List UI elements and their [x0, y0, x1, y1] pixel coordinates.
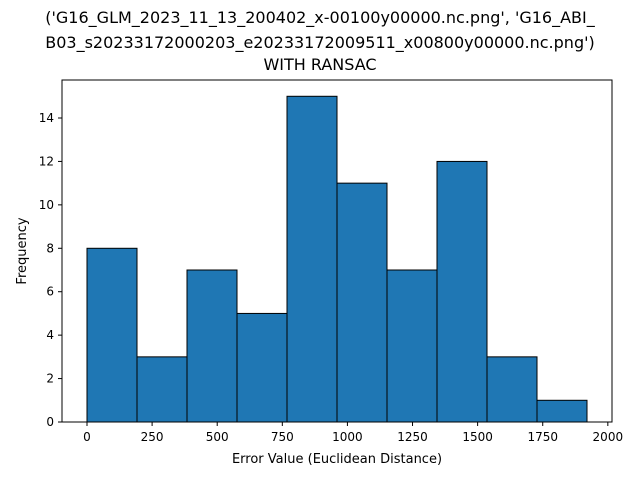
y-tick-label: 6 — [46, 285, 54, 299]
histogram-bar — [136, 356, 188, 423]
histogram-bar — [186, 269, 238, 423]
x-tick-label: 1500 — [462, 430, 493, 444]
y-tick-label: 10 — [39, 198, 54, 212]
histogram-bar — [436, 160, 488, 423]
y-axis-label: Frequency — [15, 217, 30, 284]
x-tick-label: 1000 — [332, 430, 363, 444]
bars-group — [86, 95, 588, 423]
x-tick-label: 1750 — [527, 430, 558, 444]
y-axis-ticks: 0 2 4 6 8 10 12 14 — [39, 111, 62, 429]
x-tick-label: 2000 — [593, 430, 624, 444]
y-tick-label: 0 — [46, 415, 54, 429]
x-axis-ticks: 0 250 500 750 1000 1250 1500 1750 2000 — [83, 422, 623, 444]
y-tick-label: 2 — [46, 372, 54, 386]
x-tick-label: 500 — [206, 430, 229, 444]
histogram-bar — [536, 399, 588, 423]
y-tick-label: 8 — [46, 241, 54, 255]
histogram-bar — [236, 312, 288, 423]
x-axis-label: Error Value (Euclidean Distance) — [232, 452, 442, 467]
x-tick-label: 250 — [141, 430, 164, 444]
x-tick-label: 1250 — [397, 430, 428, 444]
y-tick-label: 12 — [39, 154, 54, 168]
chart-title-line-3: WITH RANSAC — [263, 55, 377, 74]
y-tick-label: 14 — [39, 111, 54, 125]
chart-title-line-1: ('G16_GLM_2023_11_13_200402_x-00100y0000… — [45, 8, 595, 27]
histogram-bar — [386, 269, 438, 423]
axes-frame — [61, 79, 613, 423]
chart-title-line-2: B03_s20233172000203_e20233172009511_x008… — [45, 33, 595, 52]
x-tick-label: 750 — [271, 430, 294, 444]
y-tick-label: 4 — [46, 328, 54, 342]
histogram-bar — [86, 247, 138, 423]
histogram-bar — [286, 95, 338, 423]
x-tick-label: 0 — [83, 430, 91, 444]
histogram-bar — [336, 182, 388, 423]
histogram-bar — [486, 356, 538, 423]
